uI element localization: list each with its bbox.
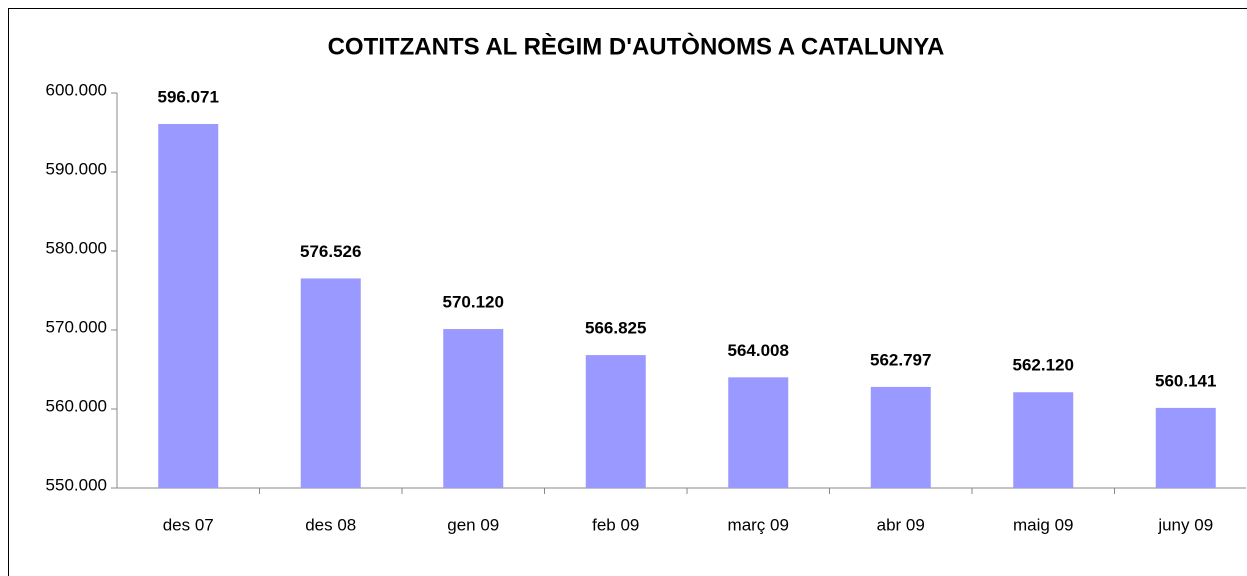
x-tick-label: des 08	[305, 515, 356, 534]
value-label: 564.008	[728, 341, 789, 360]
x-tick-label: maig 09	[1013, 515, 1073, 534]
value-label: 566.825	[585, 319, 646, 338]
bar	[870, 386, 931, 488]
x-tick-label: des 07	[163, 515, 214, 534]
y-tick-label: 570.000	[46, 317, 107, 336]
bar	[1155, 407, 1216, 488]
y-tick-label: 550.000	[46, 475, 107, 494]
bar	[1013, 392, 1074, 488]
chart-title: COTITZANTS AL RÈGIM D'AUTÒNOMS A CATALUN…	[328, 32, 945, 60]
value-label: 596.071	[158, 88, 219, 107]
x-tick-label: feb 09	[592, 515, 639, 534]
value-label: 562.120	[1013, 356, 1074, 375]
value-label: 576.526	[300, 242, 361, 261]
bar	[443, 329, 504, 488]
bar	[728, 377, 789, 488]
x-tick-label: gen 09	[447, 515, 499, 534]
y-tick-label: 600.000	[46, 80, 107, 99]
chart-frame	[8, 8, 1247, 576]
value-label: 560.141	[1155, 371, 1216, 390]
value-label: 570.120	[443, 293, 504, 312]
y-tick-label: 590.000	[46, 159, 107, 178]
value-label: 562.797	[870, 350, 931, 369]
y-tick-label: 560.000	[46, 396, 107, 415]
y-tick-label: 580.000	[46, 238, 107, 257]
bar	[158, 124, 219, 489]
bar	[300, 278, 361, 488]
bar	[585, 355, 646, 488]
x-tick-label: març 09	[728, 515, 789, 534]
x-tick-label: abr 09	[877, 515, 925, 534]
x-tick-label: juny 09	[1157, 515, 1213, 534]
